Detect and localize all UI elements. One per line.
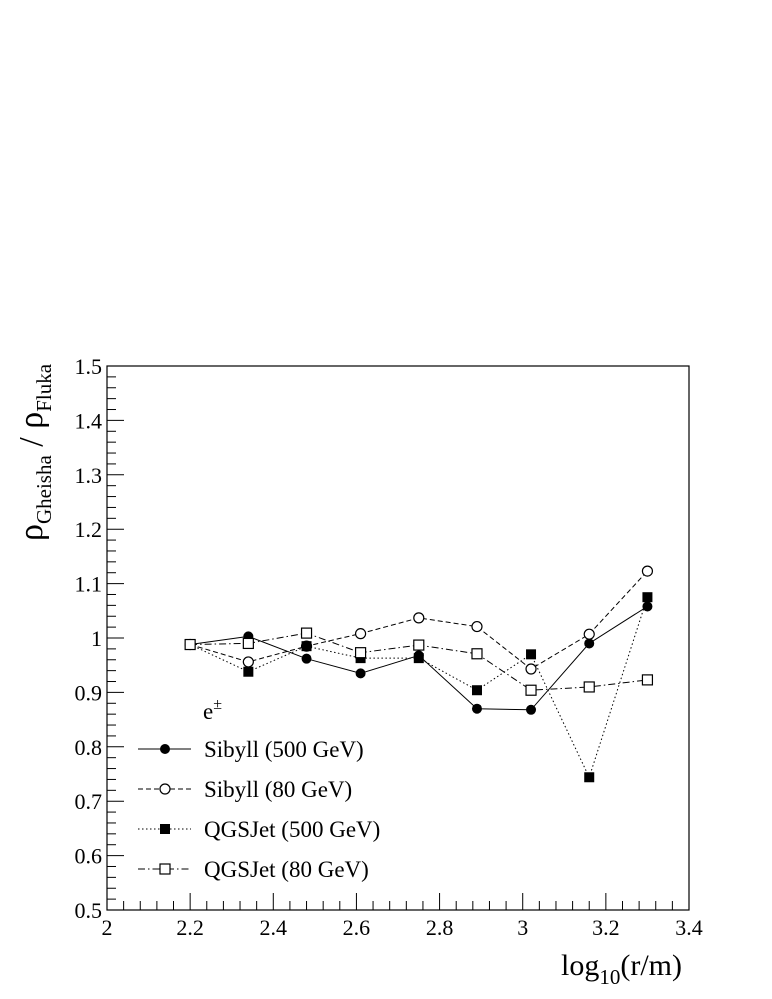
data-point [471,648,483,660]
series-1 [184,565,654,675]
x-axis-title-main: log [561,949,599,982]
data-point [471,703,482,714]
data-point [413,639,425,651]
particle-annotation-base: e [203,699,213,724]
data-point [242,637,254,650]
data-point [471,685,482,696]
x-axis-title: log10(r/m) [561,949,682,989]
y-tick-label: 1.1 [75,572,103,597]
x-axis-title-sub: 10 [599,965,620,989]
y-axis-title: ρGheisha / ρFluka [13,363,56,541]
data-point [300,627,313,639]
y-axis-title-sub1: Gheisha [32,455,56,524]
data-point [642,592,653,603]
data-point [584,772,595,783]
legend-label: QGSJet (500 GeV) [204,817,380,842]
y-axis-title-slash: / [13,429,50,455]
y-tick-label: 0.6 [75,844,103,869]
data-point [243,666,254,677]
data-point [242,656,254,668]
x-tick-label: 2.8 [426,915,454,940]
data-point [642,601,653,612]
data-point [354,647,367,659]
y-tick-label: 0.7 [75,789,103,814]
y-tick-label: 0.9 [75,680,103,705]
y-tick-label: 1.4 [75,408,103,433]
y-tick-label: 1 [91,626,102,651]
data-point [583,628,595,640]
data-point [413,612,425,624]
x-tick-label: 2.2 [176,915,204,940]
plot-frame [106,365,690,911]
data-point [526,649,537,660]
legend-label: QGSJet (80 GeV) [204,857,369,882]
data-point [354,628,367,640]
y-tick-label: 1.2 [75,517,103,542]
legend-label: Sibyll (80 GeV) [204,777,352,802]
plot-frame-rect [106,365,690,911]
data-point [525,663,537,675]
y-tick-label: 1.5 [75,354,103,379]
data-point [583,681,595,693]
legend-marker [159,783,171,795]
particle-annotation-sup: ± [213,696,222,713]
x-axis-title-tail: (r/m) [620,949,682,982]
series-3 [184,627,654,696]
legend-marker [159,863,171,875]
x-tick-label: 2.6 [343,915,371,940]
particle-annotation: e± [203,696,222,724]
legend-marker [160,824,170,834]
axes: 2 2.2 2.4 2.6 2.8 3 3.2 3.4 0.5 0.6 0.7 0.8 0.9 1 1.1 1… [75,354,703,940]
y-tick-label: 0.8 [75,735,103,760]
data-point [641,565,654,577]
legend-entry-3: QGSJet (80 GeV) [138,857,369,882]
legend-entry-0: Sibyll (500 GeV) [138,737,364,762]
legend: Sibyll (500 GeV) Sibyll (80 GeV) QGSJet (5… [138,737,380,882]
legend-entry-2: QGSJet (500 GeV) [138,817,380,842]
data-point [355,668,366,679]
x-tick-label: 2 [102,915,113,940]
data-point [525,684,537,696]
data-point [413,653,424,664]
legend-marker [160,744,170,754]
y-tick-label: 0.5 [75,898,103,923]
data-point [301,641,312,652]
data-point [301,653,312,664]
data-point [641,674,654,686]
y-axis-title-rho2: ρ [13,412,50,429]
y-axis-title-sub2: Fluka [32,363,56,412]
y-tick-label: 1.3 [75,463,103,488]
legend-entry-1: Sibyll (80 GeV) [138,777,352,802]
data-point [584,638,595,649]
data-point [471,620,483,633]
data-point [526,704,537,715]
y-axis-title-rho1: ρ [13,524,50,541]
data-point [184,638,196,651]
legend-label: Sibyll (500 GeV) [204,737,364,762]
x-tick-label: 2.4 [260,915,288,940]
x-tick-label: 3 [517,915,528,940]
x-tick-label: 3.4 [675,915,703,940]
series-layer [184,565,654,783]
x-tick-label: 3.2 [592,915,620,940]
